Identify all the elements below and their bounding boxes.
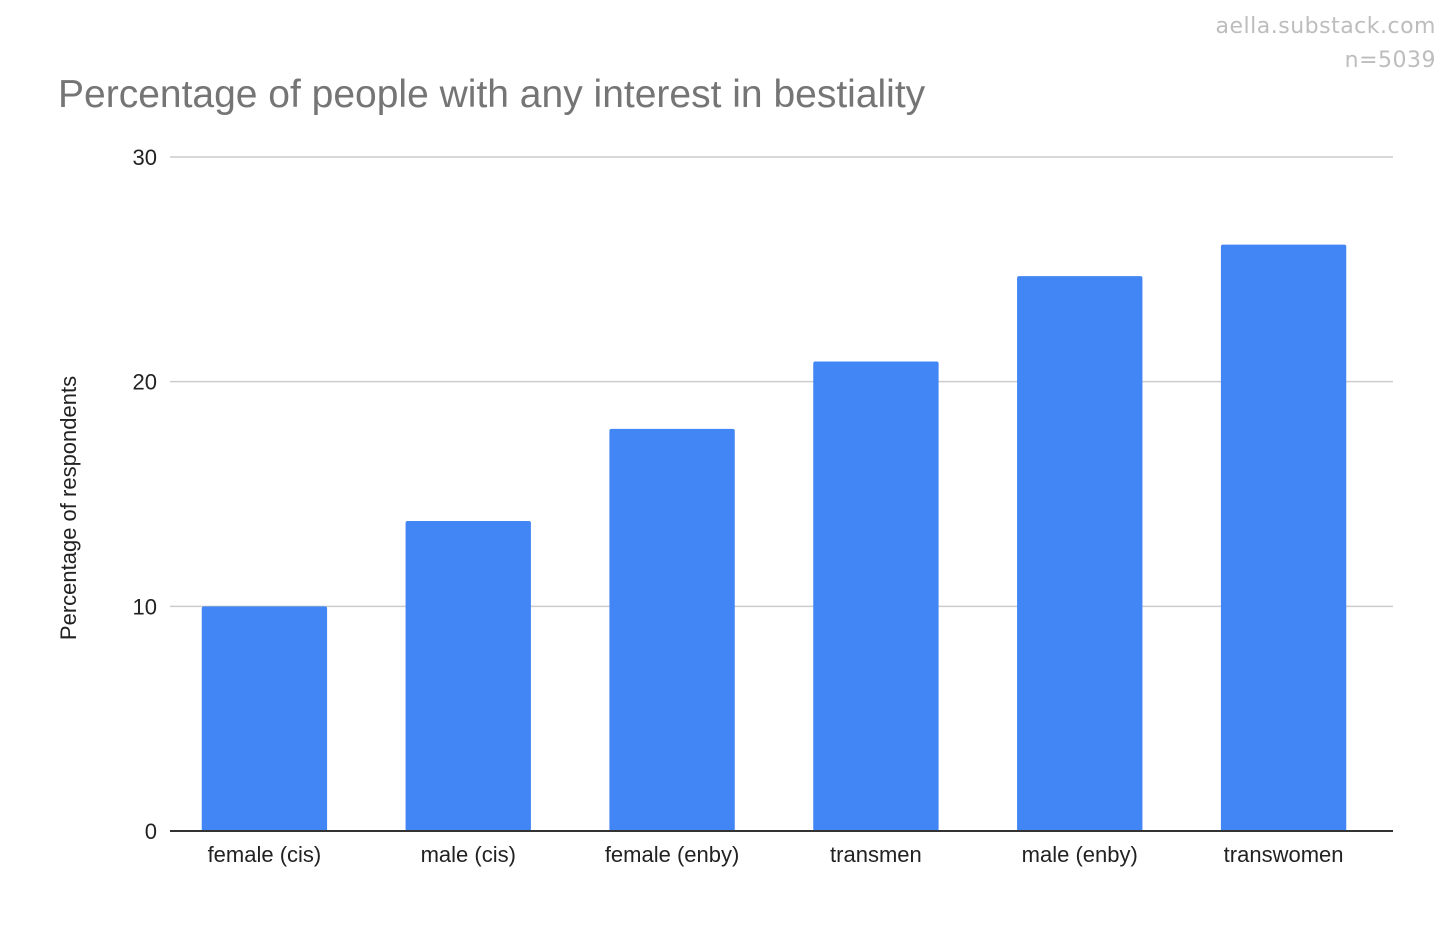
bar-transwomen: [1220, 244, 1347, 831]
chart-title: Percentage of people with any interest i…: [58, 73, 926, 116]
gridlines: [170, 156, 1393, 608]
x-tick-label: transmen: [830, 842, 922, 867]
x-tick-label: female (cis): [208, 842, 322, 867]
y-tick-label: 30: [133, 145, 157, 170]
watermark-sample-size: n=5039: [1344, 48, 1436, 73]
x-tick-label: transwomen: [1224, 842, 1344, 867]
y-tick-label: 20: [133, 370, 157, 395]
y-tick-label: 0: [145, 819, 157, 844]
bar-transmen: [813, 361, 939, 831]
y-axis-ticks: 0 10 20 30: [133, 145, 157, 844]
y-tick-label: 10: [133, 594, 157, 619]
watermark-site: aella.substack.com: [1215, 14, 1436, 39]
bar-female-enby: [609, 428, 735, 831]
x-tick-label: female (enby): [605, 842, 740, 867]
bar-male-cis: [405, 520, 531, 831]
x-tick-label: male (enby): [1022, 842, 1138, 867]
bar-female-cis: [201, 606, 328, 831]
y-axis-label: Percentage of respondents: [56, 376, 81, 640]
bars: [201, 244, 1347, 831]
x-axis-ticks: female (cis) male (cis) female (enby) trans…: [208, 842, 1344, 867]
bar-male-enby: [1017, 276, 1143, 831]
x-tick-label: male (cis): [421, 842, 516, 867]
